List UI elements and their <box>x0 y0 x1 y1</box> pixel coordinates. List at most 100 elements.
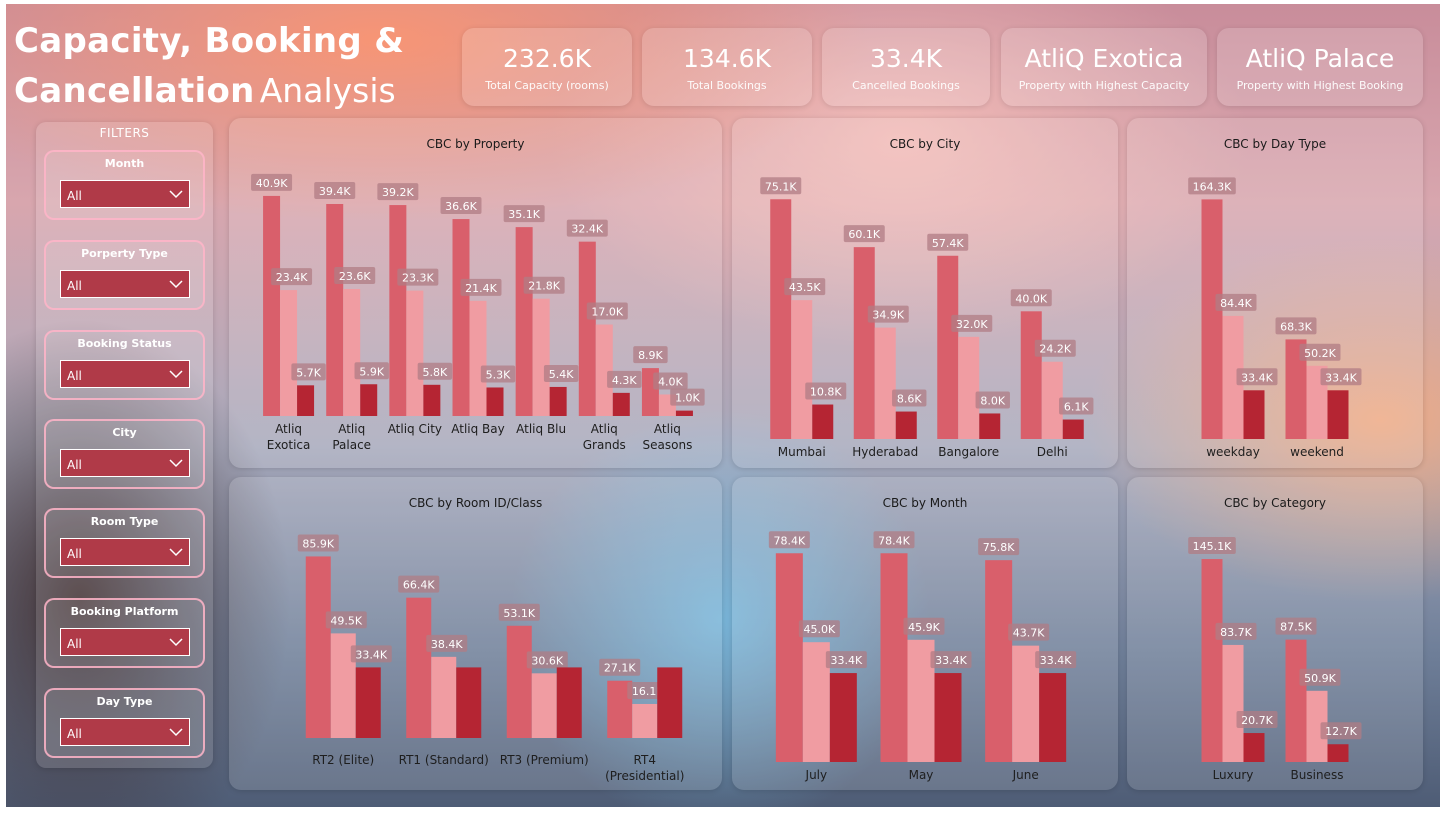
bar-bookings[interactable] <box>791 300 813 439</box>
data-label: 32.0K <box>956 318 988 331</box>
data-label-bg <box>417 362 453 380</box>
category-label: June <box>1012 768 1039 782</box>
bar-capacity[interactable] <box>1201 559 1223 762</box>
bar-capacity[interactable] <box>1020 311 1042 439</box>
data-label: 5.4K <box>549 368 574 381</box>
data-label-bg <box>1188 537 1236 555</box>
bar-bookings[interactable] <box>802 642 830 762</box>
bar-capacity[interactable] <box>263 195 281 416</box>
category-label: May <box>909 768 934 782</box>
bar-cancelled[interactable] <box>675 410 693 416</box>
bar-cancelled[interactable] <box>1243 390 1265 439</box>
bar-cancelled[interactable] <box>1039 673 1067 762</box>
chevron-down-icon <box>169 548 183 557</box>
bar-cancelled[interactable] <box>979 413 1001 439</box>
data-label: 16.1K <box>632 685 664 698</box>
bar-cancelled[interactable] <box>812 404 834 439</box>
data-label: 5.8K <box>422 366 447 379</box>
bar-capacity[interactable] <box>1201 199 1223 439</box>
bar-cancelled[interactable] <box>934 673 962 762</box>
bar-cancelled[interactable] <box>556 667 582 738</box>
bar-bookings[interactable] <box>1222 315 1244 439</box>
bar-capacity[interactable] <box>452 219 470 416</box>
bar-bookings[interactable] <box>958 336 980 439</box>
bar-cancelled[interactable] <box>1327 390 1349 439</box>
booking-status-dropdown[interactable]: All <box>60 360 190 388</box>
bar-cancelled[interactable] <box>423 384 441 416</box>
bar-cancelled[interactable] <box>1327 744 1349 762</box>
bar-cancelled[interactable] <box>829 673 857 762</box>
data-label: 21.8K <box>528 280 560 293</box>
data-label-bg <box>760 177 802 195</box>
bar-bookings[interactable] <box>532 298 550 416</box>
bar-bookings[interactable] <box>431 656 457 738</box>
bar-capacity[interactable] <box>506 625 532 738</box>
data-label: 4.0K <box>658 375 683 388</box>
month-dropdown[interactable]: All <box>60 180 190 208</box>
bar-bookings[interactable] <box>469 300 487 416</box>
data-label: 1.0K <box>675 392 700 405</box>
room-type-dropdown[interactable]: All <box>60 538 190 566</box>
bar-capacity[interactable] <box>853 247 875 439</box>
property-type-dropdown[interactable]: All <box>60 270 190 298</box>
bar-capacity[interactable] <box>880 553 908 762</box>
bar-capacity[interactable] <box>515 227 533 416</box>
bar-bookings[interactable] <box>1041 361 1063 439</box>
filters-title: FILTERS <box>99 126 150 140</box>
bar-capacity[interactable] <box>937 255 959 439</box>
bar-cancelled[interactable] <box>456 667 482 738</box>
bar-bookings[interactable] <box>406 290 424 416</box>
bar-bookings[interactable] <box>280 290 298 416</box>
category-label: Palace <box>332 438 371 452</box>
data-label-bg <box>1059 397 1094 415</box>
day-type-dropdown[interactable]: All <box>60 718 190 746</box>
bar-capacity[interactable] <box>775 553 803 762</box>
slicer-booking-status: Booking Status All <box>44 330 205 400</box>
bar-cancelled[interactable] <box>612 392 630 416</box>
bar-bookings[interactable] <box>531 673 557 738</box>
category-label: Luxury <box>1213 768 1254 782</box>
data-label-bg <box>892 389 927 407</box>
bar-bookings[interactable] <box>343 289 361 416</box>
bar-bookings[interactable] <box>632 703 658 738</box>
data-label: 45.0K <box>803 623 835 636</box>
data-label-bg <box>398 575 440 593</box>
data-label-bg <box>1215 293 1257 311</box>
bar-capacity[interactable] <box>326 203 344 416</box>
category-label: weekday <box>1206 445 1260 459</box>
bar-cancelled[interactable] <box>1062 419 1084 439</box>
bar-cancelled[interactable] <box>360 384 378 416</box>
data-label: 43.5K <box>789 281 821 294</box>
bar-cancelled[interactable] <box>895 411 917 439</box>
data-label-bg <box>1320 368 1362 386</box>
data-label: 84.4K <box>1220 297 1252 310</box>
bar-capacity[interactable] <box>389 205 407 416</box>
city-dropdown[interactable]: All <box>60 449 190 477</box>
data-label-bg <box>523 276 565 294</box>
data-label-bg <box>251 173 293 191</box>
bar-cancelled[interactable] <box>549 386 567 416</box>
booking-platform-dropdown[interactable]: All <box>60 628 190 656</box>
bar-capacity[interactable] <box>1285 339 1307 439</box>
bar-bookings[interactable] <box>907 639 935 762</box>
data-label: 35.1K <box>508 208 540 221</box>
bar-capacity[interactable] <box>985 560 1013 762</box>
bar-capacity[interactable] <box>578 241 596 416</box>
data-label: 87.5K <box>1280 621 1312 634</box>
bar-capacity[interactable] <box>770 199 792 439</box>
bar-bookings[interactable] <box>1012 645 1040 762</box>
data-label-bg <box>291 363 326 381</box>
bar-cancelled[interactable] <box>355 667 381 738</box>
bar-capacity[interactable] <box>406 597 432 738</box>
bar-bookings[interactable] <box>874 327 896 439</box>
bar-bookings[interactable] <box>1222 644 1244 762</box>
bar-cancelled[interactable] <box>297 385 315 416</box>
bar-bookings[interactable] <box>1306 690 1328 762</box>
bar-bookings[interactable] <box>595 324 613 416</box>
bar-cancelled[interactable] <box>657 667 683 738</box>
bar-capacity[interactable] <box>1285 639 1307 762</box>
bar-cancelled[interactable] <box>1243 733 1265 762</box>
bar-cancelled[interactable] <box>486 387 504 416</box>
data-label: 21.4K <box>465 282 497 295</box>
bar-capacity[interactable] <box>305 556 331 738</box>
